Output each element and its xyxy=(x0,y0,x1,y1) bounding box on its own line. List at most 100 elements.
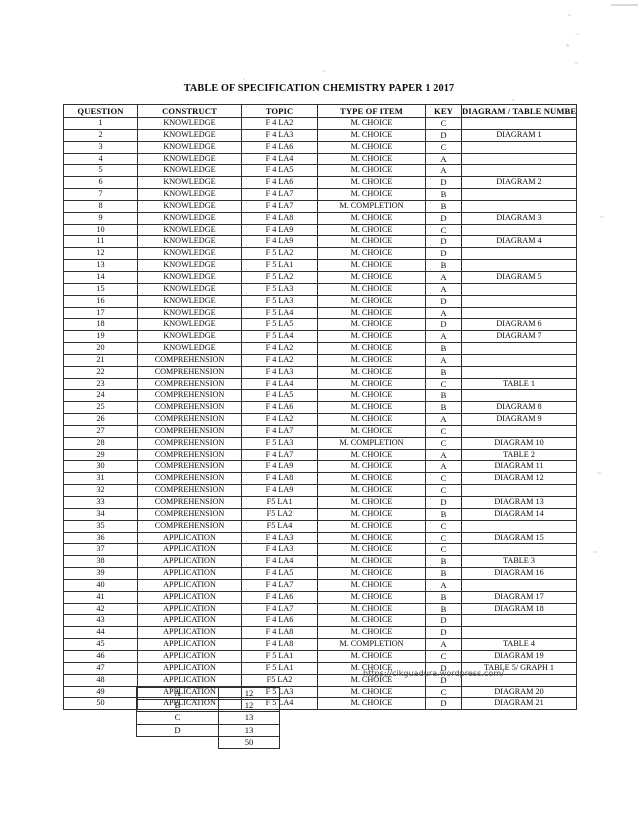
cell-construct: COMPREHENSION xyxy=(137,496,242,509)
cell-question: 6 xyxy=(63,176,138,190)
cell-construct: COMPREHENSION xyxy=(137,436,242,450)
cell-key: D xyxy=(425,247,462,261)
cell-construct: KNOWLEDGE xyxy=(137,211,242,225)
cell-question: 41 xyxy=(63,590,138,604)
cell-topic: F 4 LA6 xyxy=(241,590,318,604)
table-row: 7 KNOWLEDGE F 4 LA7 M. CHOICE B xyxy=(63,188,577,201)
cell-construct: APPLICATION xyxy=(137,543,242,557)
cell-key: C xyxy=(425,377,462,391)
table-row: 13 KNOWLEDGE F 5 LA1 M. CHOICE B xyxy=(63,259,577,272)
cell-diagram xyxy=(461,365,577,379)
cell-diagram xyxy=(461,199,577,213)
cell-topic: F 5 LA1 xyxy=(241,661,318,675)
table-row: 4 KNOWLEDGE F 4 LA4 M. CHOICE A xyxy=(63,152,577,166)
table-row: 26 COMPREHENSION F 4 LA2 M. CHOICE A DIAGRAM … xyxy=(63,413,577,426)
cell-construct: KNOWLEDGE xyxy=(137,176,242,190)
cell-type: M. CHOICE xyxy=(317,496,426,509)
cell-construct: COMPREHENSION xyxy=(137,448,242,462)
cell-key: B xyxy=(425,602,462,616)
cell-diagram: DIAGRAM 19 xyxy=(461,649,577,663)
column-header-question: QUESTION xyxy=(63,104,138,118)
cell-diagram xyxy=(461,543,577,557)
cell-question: 49 xyxy=(63,685,138,699)
cell-type: M. CHOICE xyxy=(317,543,426,557)
table-row: 30 COMPREHENSION F 4 LA9 M. CHOICE A DIAGRAM … xyxy=(63,460,577,474)
table-row: 22 COMPREHENSION F 4 LA3 M. CHOICE B xyxy=(63,365,577,379)
cell-topic: F5 LA1 xyxy=(241,496,318,509)
cell-construct: COMPREHENSION xyxy=(137,507,242,521)
cell-type: M. CHOICE xyxy=(317,152,426,166)
cell-construct: KNOWLEDGE xyxy=(137,152,242,166)
summary-option-count: 13 xyxy=(218,723,280,737)
cell-topic: F 5 LA1 xyxy=(241,259,318,272)
cell-topic: F 5 LA3 xyxy=(241,436,318,450)
cell-question: 12 xyxy=(63,247,138,261)
specification-table-container: QUESTION CONSTRUCT TOPIC TYPE OF ITEM KE… xyxy=(63,104,577,711)
cell-key: C xyxy=(425,649,462,663)
cell-key: C xyxy=(425,685,462,699)
cell-diagram: DIAGRAM 17 xyxy=(461,590,577,604)
cell-type: M. CHOICE xyxy=(317,626,426,640)
column-header-diagram: DIAGRAM / TABLE NUMBER xyxy=(461,104,577,118)
specification-table-head: QUESTION CONSTRUCT TOPIC TYPE OF ITEM KE… xyxy=(63,104,577,118)
cell-topic: F 4 LA6 xyxy=(241,614,318,628)
cell-topic: F 4 LA5 xyxy=(241,567,318,580)
cell-topic: F 4 LA6 xyxy=(241,401,318,415)
cell-construct: KNOWLEDGE xyxy=(137,318,242,332)
cell-key: A xyxy=(425,413,462,426)
cell-construct: COMPREHENSION xyxy=(137,353,242,367)
cell-type: M. CHOICE xyxy=(317,294,426,308)
cell-construct: KNOWLEDGE xyxy=(137,247,242,261)
table-row: 43 APPLICATION F 4 LA6 M. CHOICE D xyxy=(63,614,577,628)
cell-key: A xyxy=(425,460,462,474)
cell-construct: COMPREHENSION xyxy=(137,424,242,438)
cell-diagram: DIAGRAM 16 xyxy=(461,567,577,580)
summary-total-count: 50 xyxy=(218,735,280,750)
cell-topic: F 4 LA2 xyxy=(241,342,318,355)
cell-diagram xyxy=(461,140,577,154)
cell-key: C xyxy=(425,424,462,438)
cell-topic: F 4 LA6 xyxy=(241,140,318,154)
cell-question: 35 xyxy=(63,519,138,533)
cell-construct: KNOWLEDGE xyxy=(137,282,242,296)
cell-key: B xyxy=(425,188,462,201)
cell-type: M. CHOICE xyxy=(317,140,426,154)
table-row: 33 COMPREHENSION F5 LA1 M. CHOICE D DIAGRAM 1… xyxy=(63,496,577,509)
table-row: 17 KNOWLEDGE F 5 LA4 M. CHOICE A xyxy=(63,306,577,320)
cell-topic: F 4 LA9 xyxy=(241,223,318,237)
cell-key: C xyxy=(425,484,462,497)
table-row: 44 APPLICATION F 4 LA8 M. CHOICE D xyxy=(63,626,577,640)
cell-diagram xyxy=(461,353,577,367)
cell-topic: F 4 LA3 xyxy=(241,128,318,142)
cell-topic: F5 LA2 xyxy=(241,673,318,687)
cell-diagram: DIAGRAM 14 xyxy=(461,507,577,521)
cell-type: M. COMPLETION xyxy=(317,199,426,213)
cell-diagram xyxy=(461,164,577,178)
cell-type: M. CHOICE xyxy=(317,128,426,142)
cell-type: M. CHOICE xyxy=(317,484,426,497)
cell-construct: KNOWLEDGE xyxy=(137,306,242,320)
cell-question: 48 xyxy=(63,673,138,687)
table-row: 24 COMPREHENSION F 4 LA5 M. CHOICE B xyxy=(63,389,577,403)
cell-topic: F 4 LA3 xyxy=(241,365,318,379)
cell-topic: F 4 LA7 xyxy=(241,424,318,438)
table-row: 41 APPLICATION F 4 LA6 M. CHOICE B DIAGRAM 17 xyxy=(63,590,577,604)
cell-question: 4 xyxy=(63,152,138,166)
cell-key: B xyxy=(425,342,462,355)
cell-question: 5 xyxy=(63,164,138,178)
table-row: 34 COMPREHENSION F5 LA2 M. CHOICE B DIAGRAM 1… xyxy=(63,507,577,521)
cell-question: 33 xyxy=(63,496,138,509)
cell-question: 14 xyxy=(63,270,138,284)
cell-topic: F 4 LA2 xyxy=(241,413,318,426)
cell-diagram xyxy=(461,389,577,403)
cell-diagram: DIAGRAM 2 xyxy=(461,176,577,190)
cell-diagram xyxy=(461,188,577,201)
cell-construct: COMPREHENSION xyxy=(137,413,242,426)
cell-diagram xyxy=(461,519,577,533)
answer-key-summary-container: A 12 B 12 C 13 D 13 50 xyxy=(136,686,280,750)
table-row: 28 COMPREHENSION F 5 LA3 M. COMPLETION C DIAG… xyxy=(63,436,577,450)
scan-artifact xyxy=(566,44,569,47)
cell-topic: F 4 LA4 xyxy=(241,152,318,166)
cell-question: 43 xyxy=(63,614,138,628)
cell-construct: COMPREHENSION xyxy=(137,401,242,415)
